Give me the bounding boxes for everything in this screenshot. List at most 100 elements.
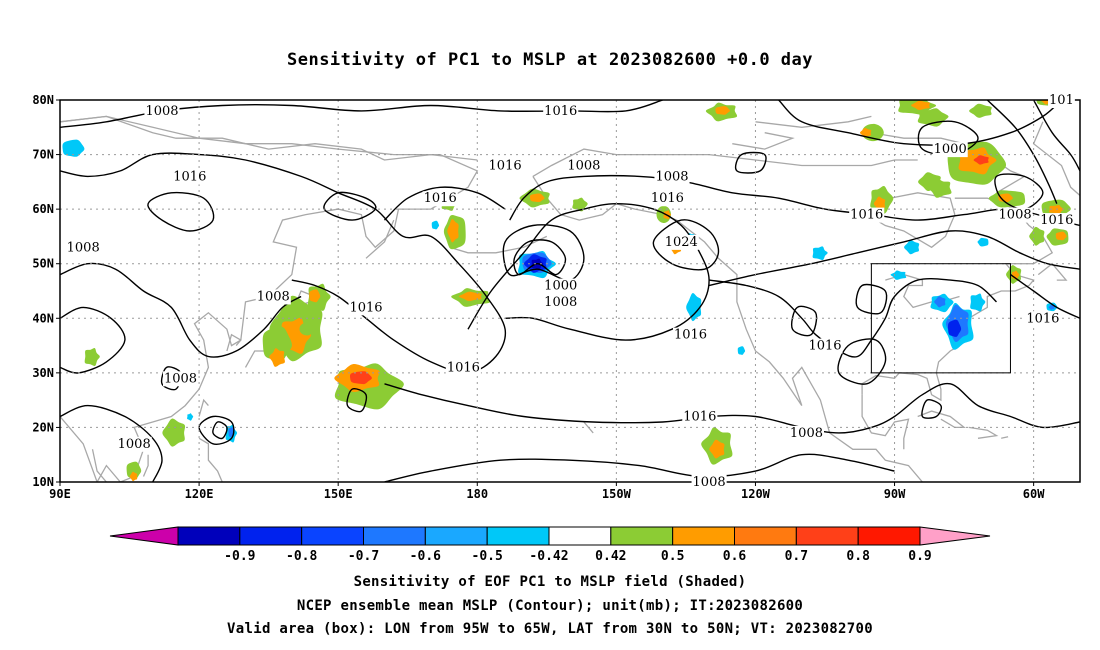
shading-patch <box>977 237 989 247</box>
colorbar-label: -0.5 <box>472 549 503 564</box>
shading-patch <box>934 296 946 308</box>
colorbar-label: -0.9 <box>224 549 255 564</box>
colorbar-label: 0.5 <box>661 549 684 564</box>
contour-label-bg <box>172 169 208 185</box>
coastline <box>198 437 223 482</box>
coastline <box>142 454 149 477</box>
contour-label: 1008 <box>655 169 688 184</box>
contour-label-bg <box>788 425 825 441</box>
colorbar-max-extension <box>919 526 991 546</box>
contour-label-bg <box>348 300 384 316</box>
coastline <box>60 115 479 482</box>
shading-patch <box>911 100 931 111</box>
contour-label: 1024 <box>665 235 698 250</box>
contour-label-bg <box>422 191 458 207</box>
caption-line-2: NCEP ensemble mean MSLP (Contour); unit(… <box>296 598 804 614</box>
contour-label: 101 <box>1049 93 1074 108</box>
coastline <box>1032 121 1080 197</box>
mslp-isobar <box>708 230 1080 287</box>
contour-label: 1016 <box>850 208 883 223</box>
shading-patch <box>572 197 588 212</box>
colorbar: -0.9 -0.8 -0.7 -0.6 -0.5 -0.42 0.42 0.5 0.6 0.7 0.… <box>109 526 991 564</box>
coastline <box>583 421 594 434</box>
map-border <box>59 99 1081 483</box>
contour-label: 1008 <box>790 426 823 441</box>
contour-label-bg <box>162 371 199 387</box>
mslp-isobar <box>652 219 720 271</box>
shading-patch <box>459 291 482 302</box>
shading-patch <box>873 196 886 211</box>
lon-tick-label: 120E <box>185 487 214 501</box>
contour-label: 1008 <box>145 104 178 119</box>
mslp-isobar <box>198 415 235 445</box>
contour-label: 1016 <box>489 158 522 173</box>
mslp-isobar <box>147 191 215 232</box>
caption-line-1: Sensitivity of EOF PC1 to MSLP field (Sh… <box>353 574 747 590</box>
contour-label: 1016 <box>683 410 716 425</box>
contour-label: 1016 <box>674 328 707 343</box>
colorbar-label: 0.6 <box>723 549 747 564</box>
coastline <box>917 410 966 429</box>
colorbar-segment <box>610 526 674 546</box>
contour-label: 1008 <box>67 240 100 255</box>
contour-label-bg <box>1048 93 1075 108</box>
lat-tick-label: 30N <box>32 366 54 380</box>
shading-patch <box>1055 231 1067 241</box>
shading-patch <box>927 178 952 198</box>
mslp-isobar <box>323 191 377 221</box>
lon-tick-label: 150W <box>602 487 632 501</box>
lon-tick-label: 150E <box>324 487 353 501</box>
coastline <box>1037 262 1068 281</box>
contour-label: 1008 <box>544 295 577 310</box>
lon-tick-label: 60W <box>1023 487 1045 501</box>
colorbar-segment <box>424 526 488 546</box>
contour-label-bg <box>932 142 968 158</box>
shading-patch <box>686 293 702 322</box>
coastline <box>532 176 923 482</box>
shading-patch <box>529 193 545 203</box>
lat-tick-label: 70N <box>32 148 54 162</box>
contour-label: 1008 <box>567 158 600 173</box>
caption-line-3: Valid area (box): LON from 95W to 65W, L… <box>227 621 873 637</box>
contour-label-bg <box>65 240 101 256</box>
coastline <box>861 197 1054 402</box>
contour-label-bg <box>1025 311 1061 327</box>
contour-label: 1016 <box>808 339 841 354</box>
colorbar-segment <box>672 526 736 546</box>
colorbar-label: 0.8 <box>846 549 870 564</box>
shading-patch <box>262 326 292 361</box>
contour-label: 1008 <box>164 371 197 386</box>
contour-label-bg <box>649 191 685 207</box>
shading-patch <box>859 127 872 138</box>
coastline <box>1001 436 1009 439</box>
shading-patch <box>812 246 828 261</box>
shading-patch <box>309 289 321 303</box>
shading-patch <box>447 219 459 243</box>
colorbar-label: 0.7 <box>785 549 808 564</box>
lat-tick-label: 20N <box>32 420 54 434</box>
colorbar-label: -0.7 <box>348 549 379 564</box>
contour-label-bg <box>255 289 291 305</box>
mslp-isobar <box>384 453 895 482</box>
colorbar-segment <box>239 526 303 546</box>
mslp-isobar <box>921 399 942 419</box>
contour-label-bg <box>543 294 579 310</box>
lat-tick-label: 10N <box>32 475 54 489</box>
mslp-isobar <box>60 152 507 374</box>
contour-label-bg <box>654 169 690 185</box>
mslp-contours <box>60 100 1080 482</box>
mslp-isobar <box>734 151 767 174</box>
shading-patch <box>187 413 194 421</box>
valid-area-box <box>870 263 1011 374</box>
lat-tick-label: 80N <box>32 93 54 107</box>
shading-patch <box>1029 226 1045 246</box>
figure-title: Sensitivity of PC1 to MSLP at 2023082600… <box>286 50 813 70</box>
contour-label: 1000 <box>544 279 577 294</box>
coastline <box>755 115 872 128</box>
coastline <box>60 115 478 161</box>
mslp-isobar <box>60 262 302 358</box>
colorbar-segment <box>795 526 859 546</box>
contour-label-bg <box>663 234 699 250</box>
colorbar-label: 0.42 <box>595 549 626 564</box>
contour-label-bg <box>682 409 718 425</box>
